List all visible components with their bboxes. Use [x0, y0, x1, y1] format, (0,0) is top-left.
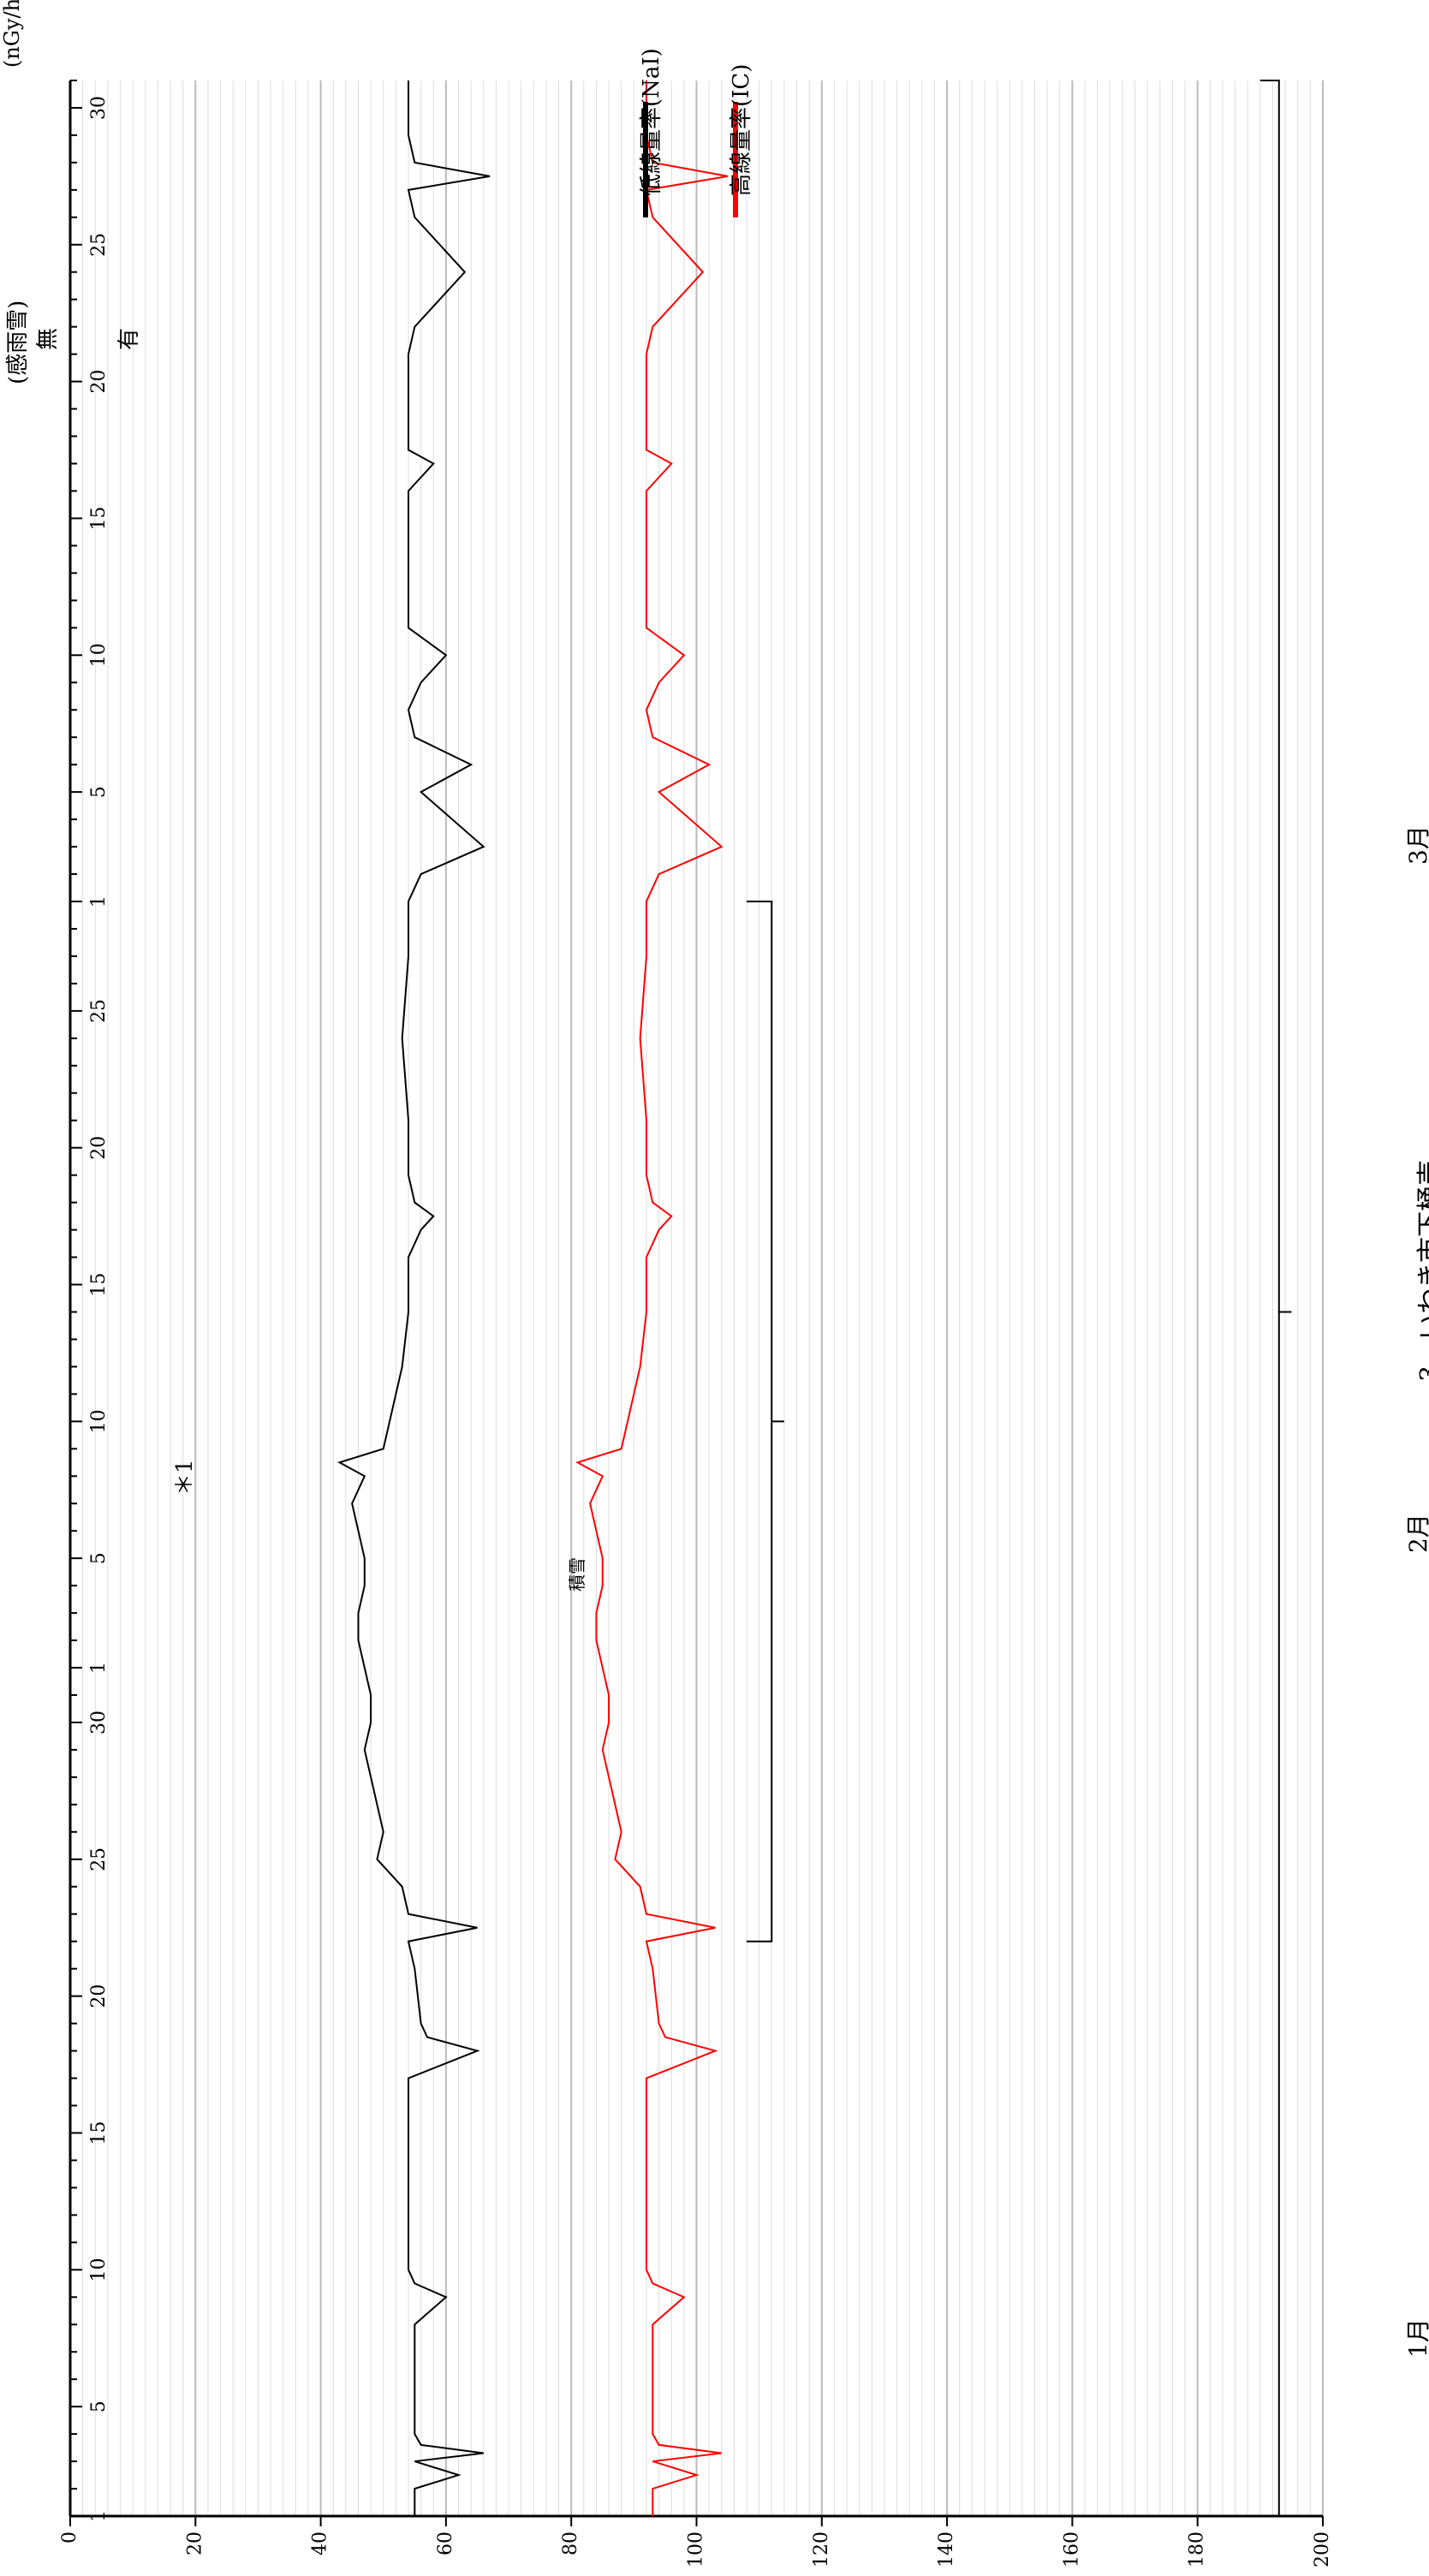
x-month-label-2: 2月	[1404, 1514, 1429, 1553]
x-tick-label: 15	[88, 506, 110, 530]
series-line-ic	[575, 80, 729, 2516]
y-tick-label: 120	[811, 2531, 832, 2567]
y-tick-label: 80	[560, 2531, 581, 2555]
note-snow-label: 積雪	[567, 1557, 587, 1591]
x-tick-label: 1	[88, 2510, 110, 2522]
x-tick-label: 10	[88, 643, 110, 667]
y-tick-label: 140	[936, 2531, 957, 2567]
note-star-label: ＊1	[172, 1459, 198, 1496]
x-tick-label: 10	[88, 2258, 110, 2282]
x-month-label-1: 1月	[1404, 2318, 1429, 2358]
rain-none-label: 無	[35, 327, 61, 350]
x-tick-label: 25	[88, 999, 110, 1023]
y-tick-label: 60	[435, 2531, 456, 2555]
x-tick-label: 15	[88, 2121, 110, 2145]
x-tick-label: 1	[88, 895, 110, 907]
y-tick-label: 0	[59, 2531, 80, 2543]
x-tick-label: 20	[88, 1984, 110, 2008]
series-line-nai	[336, 80, 491, 2516]
rain-label: (感雨雪)	[5, 300, 31, 384]
x-month-label-3: 3月	[1404, 825, 1429, 865]
x-tick-label: 25	[88, 233, 110, 257]
rotated-plot-group: 0 20 40 60 80 100 120 140 160 180 2001510152025301…	[59, 80, 1333, 2567]
x-tick-label: 5	[88, 786, 110, 798]
bracket-star	[1259, 80, 1280, 2517]
legend-label-nai: 低線量率(NaI)	[639, 48, 664, 196]
chart-title: 3 いわき市下桶売	[1415, 1159, 1429, 1382]
x-tick-label: 15	[88, 1273, 110, 1297]
y-tick-label: 100	[686, 2531, 707, 2567]
y-axis-unit-label: (nGy/h)	[0, 0, 24, 68]
legend-label-ic: 高線量率(IC)	[729, 63, 754, 196]
y-tick-label: 200	[1312, 2531, 1333, 2567]
y-tick-label: 40	[310, 2531, 331, 2555]
x-tick-label: 20	[88, 1136, 110, 1160]
x-tick-label: 5	[88, 1552, 110, 1564]
x-tick-label: 30	[88, 96, 110, 120]
y-tick-label: 160	[1061, 2531, 1082, 2567]
rain-yes-label: 有	[116, 327, 142, 350]
x-tick-label: 1	[88, 1662, 110, 1674]
x-tick-label: 5	[88, 2400, 110, 2412]
x-tick-label: 25	[88, 1847, 110, 1871]
x-tick-label: 20	[88, 370, 110, 394]
x-tick-label: 10	[88, 1409, 110, 1433]
y-tick-label: 20	[184, 2531, 205, 2555]
y-tick-label: 180	[1187, 2531, 1208, 2567]
x-tick-label: 30	[88, 1710, 110, 1734]
